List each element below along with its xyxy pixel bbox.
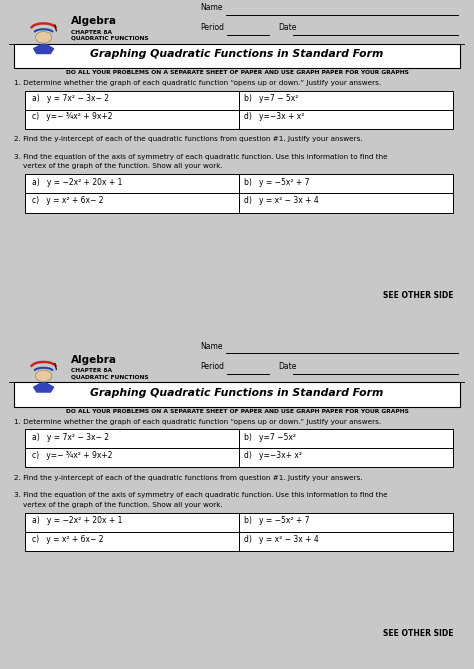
Text: Date: Date [278, 362, 296, 371]
Text: c)   y = x² + 6x− 2: c) y = x² + 6x− 2 [32, 196, 104, 205]
Text: a)   y = −2x² + 20x + 1: a) y = −2x² + 20x + 1 [32, 177, 123, 187]
Text: d)   y = x² − 3x + 4: d) y = x² − 3x + 4 [244, 535, 319, 543]
Text: SEE OTHER SIDE: SEE OTHER SIDE [383, 629, 453, 638]
Text: b)   y=7 − 5x²: b) y=7 − 5x² [244, 94, 298, 103]
Text: DO ALL YOUR PROBLEMS ON A SEPARATE SHEET OF PAPER AND USE GRAPH PAPER FOR YOUR G: DO ALL YOUR PROBLEMS ON A SEPARATE SHEET… [65, 70, 409, 75]
FancyBboxPatch shape [26, 429, 453, 468]
Text: QUADRATIC FUNCTIONS: QUADRATIC FUNCTIONS [71, 374, 148, 379]
FancyBboxPatch shape [14, 382, 460, 407]
Text: Period: Period [201, 362, 225, 371]
Text: SEE OTHER SIDE: SEE OTHER SIDE [383, 290, 453, 300]
Text: DO ALL YOUR PROBLEMS ON A SEPARATE SHEET OF PAPER AND USE GRAPH PAPER FOR YOUR G: DO ALL YOUR PROBLEMS ON A SEPARATE SHEET… [65, 409, 409, 413]
Text: b)   y = −5x² + 7: b) y = −5x² + 7 [244, 177, 310, 187]
Text: Period: Period [201, 23, 225, 33]
Text: b)   y=7 −5x²: b) y=7 −5x² [244, 433, 296, 442]
Text: Name: Name [201, 3, 223, 13]
Text: c)   y=− ¾x² + 9x+2: c) y=− ¾x² + 9x+2 [32, 451, 113, 460]
Text: 3. Find the equation of the axis of symmetry of each quadratic function. Use thi: 3. Find the equation of the axis of symm… [14, 492, 388, 498]
Polygon shape [34, 43, 54, 54]
Text: QUADRATIC FUNCTIONS: QUADRATIC FUNCTIONS [71, 35, 148, 41]
Circle shape [36, 31, 52, 43]
Text: a)   y = 7x² − 3x− 2: a) y = 7x² − 3x− 2 [32, 433, 109, 442]
Text: Date: Date [278, 23, 296, 33]
Text: a)   y = 7x² − 3x− 2: a) y = 7x² − 3x− 2 [32, 94, 109, 103]
Text: c)   y=− ¾x² + 9x+2: c) y=− ¾x² + 9x+2 [32, 112, 113, 122]
Text: c)   y = x² + 6x− 2: c) y = x² + 6x− 2 [32, 535, 104, 543]
FancyBboxPatch shape [26, 513, 453, 551]
Text: Algebra: Algebra [71, 16, 117, 26]
FancyBboxPatch shape [26, 91, 453, 129]
Text: vertex of the graph of the function. Show all your work.: vertex of the graph of the function. Sho… [14, 163, 223, 169]
Text: b)   y = −5x² + 7: b) y = −5x² + 7 [244, 516, 310, 525]
Text: CHAPTER 8A: CHAPTER 8A [71, 369, 112, 373]
Text: CHAPTER 8A: CHAPTER 8A [71, 30, 112, 35]
Text: Name: Name [201, 342, 223, 351]
Text: Graphing Quadratic Functions in Standard Form: Graphing Quadratic Functions in Standard… [91, 50, 383, 60]
Text: 3. Find the equation of the axis of symmetry of each quadratic function. Use thi: 3. Find the equation of the axis of symm… [14, 154, 388, 160]
Text: 1. Determine whether the graph of each quadratic function “opens up or down.” Ju: 1. Determine whether the graph of each q… [14, 419, 381, 425]
Circle shape [36, 370, 52, 382]
Text: d)   y = x² − 3x + 4: d) y = x² − 3x + 4 [244, 196, 319, 205]
Text: d)   y=−3x+ x²: d) y=−3x+ x² [244, 451, 302, 460]
FancyBboxPatch shape [14, 44, 460, 68]
Text: d)   y=−3x + x²: d) y=−3x + x² [244, 112, 304, 122]
Polygon shape [34, 382, 54, 392]
Text: 2. Find the y-intercept of each of the quadratic functions from question #1. Jus: 2. Find the y-intercept of each of the q… [14, 136, 363, 142]
Text: a)   y = −2x² + 20x + 1: a) y = −2x² + 20x + 1 [32, 516, 123, 525]
Text: 2. Find the y-intercept of each of the quadratic functions from question #1. Jus: 2. Find the y-intercept of each of the q… [14, 474, 363, 480]
Text: vertex of the graph of the function. Show all your work.: vertex of the graph of the function. Sho… [14, 502, 223, 508]
Text: Algebra: Algebra [71, 355, 117, 365]
FancyBboxPatch shape [26, 175, 453, 213]
Text: Graphing Quadratic Functions in Standard Form: Graphing Quadratic Functions in Standard… [91, 388, 383, 398]
Text: 1. Determine whether the graph of each quadratic function “opens up or down.” Ju: 1. Determine whether the graph of each q… [14, 80, 381, 86]
